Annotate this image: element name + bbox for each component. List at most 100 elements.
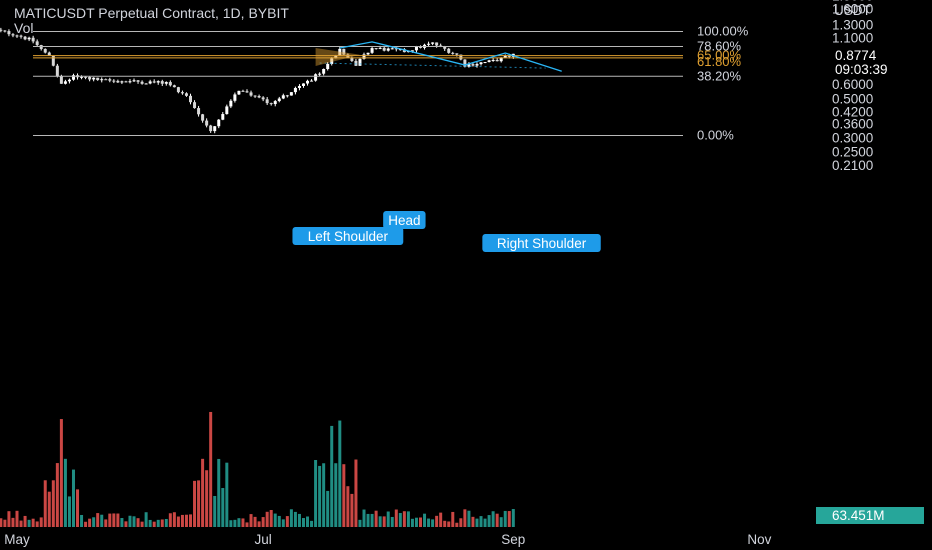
fib-level-label: 0.00%: [697, 128, 734, 143]
volume-bar: [92, 517, 96, 527]
volume-bar: [67, 496, 71, 527]
volume-bar: [63, 458, 67, 527]
candle-body: [136, 80, 140, 82]
fibonacci-retracement[interactable]: 100.00%78.60%65.00%61.80%38.20% 0.00%: [33, 24, 749, 143]
volume-value: 63.451M: [832, 508, 885, 523]
candle-body: [306, 80, 310, 84]
candle-body: [31, 37, 35, 42]
candle-body: [80, 76, 84, 78]
fib-level-label: 100.00%: [697, 24, 749, 39]
pattern-label: Head: [388, 213, 420, 228]
volume-bar: [455, 522, 459, 527]
volume-bar: [447, 521, 451, 527]
volume-bar: [511, 509, 515, 527]
volume-bar: [128, 515, 132, 527]
volume-bar: [197, 480, 201, 527]
volume-bar: [35, 521, 39, 527]
pattern-label: Left Shoulder: [308, 229, 389, 244]
candle-body: [467, 64, 471, 67]
time-tick: Sep: [501, 532, 525, 547]
candle-body: [112, 80, 116, 82]
volume-bar: [386, 511, 390, 527]
candle-body: [193, 102, 197, 109]
axis-currency[interactable]: USDT: [834, 3, 871, 18]
time-tick: May: [4, 532, 30, 547]
candle-body: [67, 79, 71, 82]
candle-body: [148, 81, 152, 84]
time-axis[interactable]: May Jul Sep Nov: [4, 532, 771, 547]
volume-bar: [43, 480, 47, 527]
candle-body: [285, 95, 289, 97]
candle-body: [382, 47, 386, 51]
volume-bar: [370, 513, 374, 527]
pattern-line: [339, 41, 562, 72]
volume-bar: [338, 420, 342, 527]
volume-indicator-label[interactable]: Vol: [14, 20, 34, 36]
volume-bar: [39, 517, 43, 527]
volume-bar: [406, 511, 410, 527]
candle-body: [447, 48, 451, 53]
price-tick: 0.2100: [832, 158, 873, 173]
candle-body: [189, 95, 193, 103]
candle-body: [443, 46, 447, 49]
candle-body: [265, 99, 269, 104]
candle-body: [213, 126, 217, 132]
candle-body: [491, 59, 495, 61]
volume-bar: [394, 509, 398, 527]
candle-body: [128, 81, 132, 83]
volume-bar: [71, 469, 75, 527]
fib-level-label: 61.80%: [697, 54, 742, 69]
candle-body: [229, 100, 233, 107]
symbol-title[interactable]: MATICUSDT Perpetual Contract, 1D, BYBIT: [14, 5, 289, 21]
candle-body: [318, 73, 322, 75]
candle-body: [273, 101, 277, 105]
candle-body: [19, 35, 23, 37]
candle-body: [63, 81, 67, 84]
volume-bar: [342, 464, 346, 527]
volume-bar: [104, 519, 108, 527]
volume-bar: [423, 513, 427, 527]
volume-bar: [257, 521, 261, 527]
volume-bar: [172, 512, 176, 527]
candle-body: [84, 76, 88, 78]
volume-bar: [471, 516, 475, 527]
volume-bar: [148, 519, 152, 527]
candle-body: [297, 85, 301, 88]
candle-body: [217, 119, 221, 127]
volume-bar: [209, 411, 213, 527]
candle-body: [168, 82, 172, 86]
volume-bar: [435, 515, 439, 527]
candle-body: [249, 92, 253, 96]
candle-body: [201, 114, 205, 121]
candle-body: [499, 57, 503, 62]
candle-body: [390, 48, 394, 50]
volume-bar: [439, 512, 443, 527]
volume-bar: [285, 516, 289, 527]
price-tick: 0.2500: [832, 145, 873, 160]
volume-bar: [51, 480, 55, 527]
volume-bar: [201, 458, 205, 527]
volume-bar: [253, 516, 257, 527]
candle-body: [0, 29, 3, 31]
volume-bar: [156, 519, 160, 527]
volume-bar: [11, 517, 15, 527]
time-tick: Nov: [747, 532, 771, 547]
volume-bar: [293, 511, 297, 527]
volume-bar: [301, 518, 305, 527]
price-axis[interactable]: 3.50002.90002.30001.90001.60001.30001.10…: [816, 0, 924, 524]
candle-body: [116, 80, 120, 83]
volume-bar: [419, 517, 422, 527]
volume-bar: [237, 518, 241, 527]
candle-body: [225, 106, 229, 115]
volume-bar: [140, 521, 144, 527]
candle-body: [92, 77, 96, 80]
candle-body: [330, 58, 334, 64]
candle-body: [495, 59, 499, 62]
candle-body: [245, 91, 249, 93]
volume-bar: [144, 512, 148, 527]
candle-body: [471, 64, 475, 66]
candle-body: [233, 94, 237, 101]
candle-body: [144, 83, 148, 85]
